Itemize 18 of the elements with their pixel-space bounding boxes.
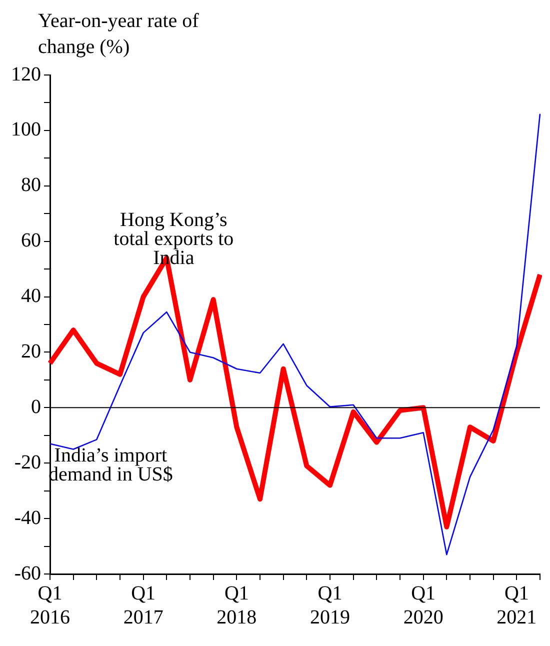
y-tick-label: -40 — [14, 506, 41, 529]
x-tick-label: Q1 2020 — [403, 582, 444, 628]
x-tick-label: Q1 2018 — [216, 582, 257, 628]
y-tick-label: -20 — [14, 451, 41, 474]
y-tick-label: -60 — [14, 562, 41, 584]
x-tick-label: Q1 2016 — [30, 582, 70, 628]
y-tick-label: 0 — [31, 396, 41, 418]
series-label: Hong Kong’s total exports to India — [114, 209, 234, 270]
x-tick-label: Q1 2017 — [123, 582, 164, 628]
x-tick-label: Q1 2021 — [496, 582, 537, 628]
y-tick-label: 40 — [21, 285, 41, 308]
y-axis-title: Year-on-year rate of change (%) — [38, 9, 200, 60]
y-tick-label: 80 — [21, 174, 41, 196]
y-tick-label: 100 — [11, 118, 41, 141]
y-tick-label: 20 — [21, 340, 41, 362]
x-tick-label: Q1 2019 — [310, 582, 350, 628]
y-tick-label: 60 — [21, 230, 41, 252]
y-tick-label: 120 — [11, 63, 41, 86]
